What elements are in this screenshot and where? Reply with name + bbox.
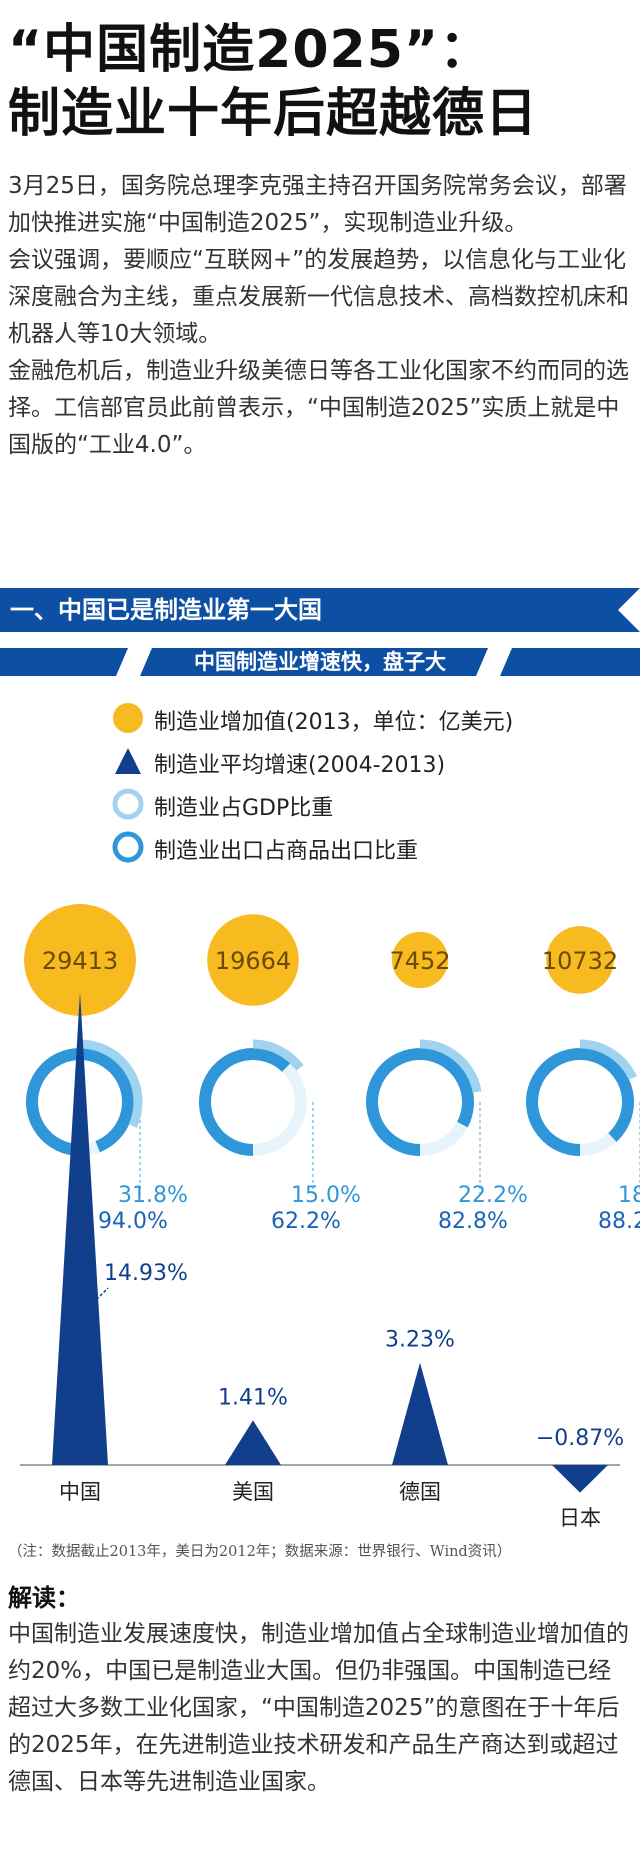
growth-label: 14.93% bbox=[104, 1261, 188, 1286]
export-share-arc bbox=[366, 1048, 474, 1156]
growth-triangle bbox=[552, 1465, 608, 1493]
growth-label: 1.41% bbox=[218, 1385, 288, 1410]
section-title: 一、中国已是制造业第一大国 bbox=[10, 596, 322, 624]
chart-title-bar bbox=[0, 648, 640, 676]
legend-label: 制造业出口占商品出口比重 bbox=[154, 839, 419, 864]
gdp-share-arc bbox=[579, 1039, 637, 1080]
export-share-arc bbox=[526, 1048, 634, 1156]
gdp-share-label: 31.8% bbox=[118, 1183, 188, 1208]
gdp-share-label: 18.2% bbox=[618, 1183, 640, 1208]
category-label: 德国 bbox=[399, 1480, 441, 1504]
source-note: （注：数据截止2013年，美日为2012年；数据来源：世界银行、Wind资讯） bbox=[8, 1544, 512, 1560]
page-title: “中国制造2025”： 制造业十年后超越德日 bbox=[8, 18, 632, 146]
growth-triangle bbox=[52, 992, 108, 1465]
growth-leader-line bbox=[85, 1287, 109, 1311]
gold-circle-icon bbox=[113, 703, 143, 733]
analysis-title: 解读： bbox=[8, 1584, 80, 1612]
value-added-bubble bbox=[546, 926, 614, 994]
export-share-label: 94.0% bbox=[98, 1209, 168, 1234]
gdp-share-arc bbox=[79, 1039, 143, 1128]
intro-paragraph: 3月25日，国务院总理李克强主持召开国务院常务会议，部署加快推进实施“中国制造2… bbox=[8, 173, 627, 236]
value-added-bubble bbox=[391, 931, 449, 989]
category-label: 美国 bbox=[232, 1480, 274, 1504]
gdp-share-label: 22.2% bbox=[458, 1183, 528, 1208]
intro-text: 3月25日，国务院总理李克强主持召开国务院常务会议，部署加快推进实施“中国制造2… bbox=[8, 168, 632, 464]
export-share-label: 62.2% bbox=[271, 1209, 341, 1234]
export-share-label: 88.2% bbox=[598, 1209, 640, 1234]
triangle-icon bbox=[115, 748, 141, 774]
legend-label: 制造业增加值(2013，单位：亿美元) bbox=[154, 710, 514, 735]
value-added-label: 10732 bbox=[542, 947, 618, 975]
light-ring-icon bbox=[112, 788, 144, 820]
gdp-share-label: 15.0% bbox=[291, 1183, 361, 1208]
export-share-arc bbox=[199, 1048, 291, 1156]
category-label: 中国 bbox=[59, 1480, 101, 1504]
value-added-label: 7452 bbox=[389, 947, 450, 975]
category-label: 日本 bbox=[559, 1506, 601, 1530]
gdp-share-arc bbox=[252, 1039, 304, 1071]
legend-label: 制造业占GDP比重 bbox=[154, 796, 334, 821]
gdp-share-arc bbox=[419, 1039, 482, 1093]
page-title-line1: “中国制造2025”： bbox=[8, 20, 493, 80]
intro-paragraph: 金融危机后，制造业升级美德日等各工业化国家不约而同的选择。工信部官员此前曾表示，… bbox=[8, 358, 629, 458]
legend-label: 制造业平均增速(2004-2013) bbox=[154, 753, 446, 778]
growth-triangle bbox=[225, 1420, 281, 1465]
value-added-bubble bbox=[207, 914, 299, 1006]
growth-label: −0.87% bbox=[536, 1426, 624, 1451]
chart-title: 中国制造业增速快，盘子大 bbox=[194, 650, 446, 674]
export-share-label: 82.8% bbox=[438, 1209, 508, 1234]
growth-triangle bbox=[392, 1362, 448, 1465]
intro-paragraph: 会议强调，要顺应“互联网+”的发展趋势，以信息化与工业化深度融合为主线，重点发展… bbox=[8, 247, 629, 347]
value-added-bubble bbox=[24, 904, 136, 1016]
page-title-line2: 制造业十年后超越德日 bbox=[8, 84, 539, 144]
section-banner bbox=[0, 588, 640, 632]
export-share-arc bbox=[26, 1048, 134, 1156]
growth-label: 3.23% bbox=[385, 1328, 455, 1353]
value-added-label: 29413 bbox=[42, 947, 118, 975]
chart-plot: 29413 31.8%94.0% 14.93% 中国 19664 15.0%62.2% 1.… bbox=[20, 904, 640, 1530]
value-added-label: 19664 bbox=[215, 947, 291, 975]
ring-icon bbox=[112, 831, 144, 863]
analysis-body: 中国制造业发展速度快，制造业增加值占全球制造业增加值的约20%，中国已是制造业大… bbox=[8, 1621, 629, 1795]
